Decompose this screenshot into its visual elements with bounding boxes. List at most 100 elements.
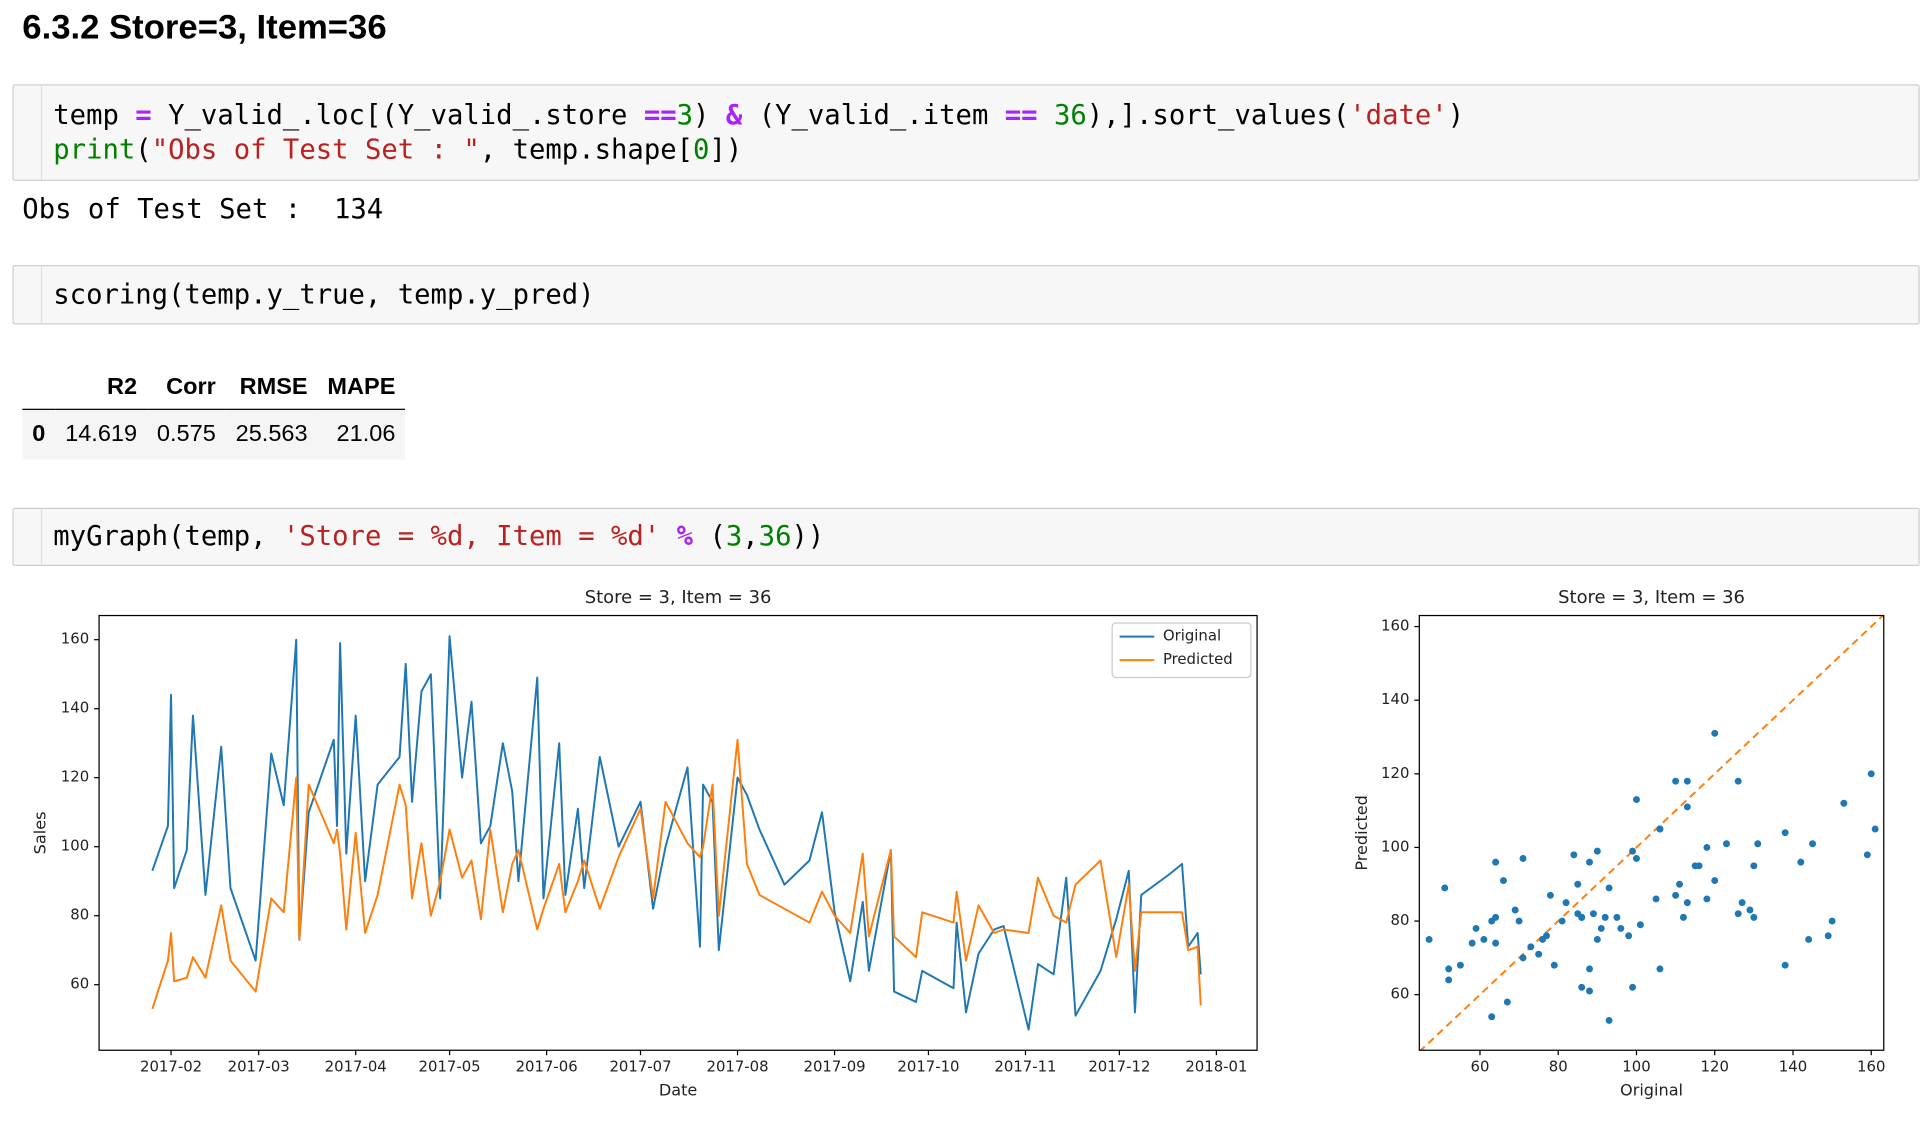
code: temp = Y_valid_.loc[(Y_valid_.store ==3)… [53, 99, 1464, 168]
token: ( [693, 521, 726, 553]
token: print [53, 134, 136, 166]
x-tick-label: 2017-10 [897, 1058, 959, 1076]
y-tick-label: 80 [1390, 911, 1409, 929]
scatter-point [1586, 965, 1593, 973]
line-series [151, 738, 1202, 1010]
scatter-point [1809, 840, 1817, 848]
reference-line [1419, 615, 1884, 1051]
scatter-point [1679, 913, 1687, 921]
cell: 0.575 [147, 409, 226, 460]
scatter-point [1656, 965, 1664, 973]
scatter-point [1519, 855, 1527, 862]
scatter-point [1445, 976, 1453, 984]
x-tick-label: 2017-02 [140, 1058, 202, 1076]
scatter-point [1805, 935, 1813, 943]
token: 'date' [1349, 100, 1448, 132]
scatter-point [1574, 880, 1582, 888]
code: myGraph(temp, 'Store = %d, Item = %d' % … [53, 520, 824, 555]
scatter-point [1781, 961, 1789, 969]
scatter-point [1578, 913, 1586, 921]
cell: 21.06 [317, 409, 406, 460]
row-index: 0 [22, 409, 56, 460]
token: 3 [725, 521, 743, 553]
scatter-point [1867, 770, 1875, 778]
x-tick-label: 60 [1471, 1058, 1490, 1076]
x-tick-label: 2017-08 [706, 1058, 768, 1076]
scatter-point [1586, 987, 1593, 995]
token: ( [135, 134, 152, 166]
scatter-point [1527, 943, 1535, 951]
scatter-point [1871, 825, 1879, 833]
x-tick-label: 160 [1857, 1058, 1885, 1076]
scatter-point [1750, 862, 1758, 870]
scatter-point [1535, 950, 1543, 958]
token: temp [53, 100, 136, 132]
scatter-point [1480, 935, 1488, 943]
y-tick-label: 100 [61, 837, 89, 855]
token: & [725, 100, 743, 132]
scatter-point [1605, 1016, 1613, 1024]
x-tick-label: 2017-12 [1088, 1058, 1150, 1076]
scatter-point [1683, 777, 1691, 785]
x-tick-label: 2017-09 [804, 1058, 866, 1076]
scatter-point [1824, 932, 1832, 940]
token: , temp.shape[ [479, 134, 694, 166]
scatter-point [1672, 891, 1680, 899]
scatter-point [1488, 1013, 1496, 1021]
y-tick-label: 80 [70, 906, 89, 924]
y-axis-label: Sales [30, 811, 49, 854]
x-tick-label: 120 [1701, 1058, 1729, 1076]
token: % [676, 521, 694, 553]
plot-frame [98, 614, 1258, 1051]
token: 36 [758, 521, 792, 553]
legend-label: Predicted [1163, 650, 1233, 668]
scatter-point [1562, 899, 1570, 907]
scatter-point [1738, 899, 1746, 907]
y-tick-label: 140 [61, 699, 89, 717]
column-header: R2 [55, 366, 148, 410]
scatter-point [1503, 998, 1511, 1006]
scatter-point [1629, 847, 1637, 855]
scatter-point [1734, 910, 1742, 918]
y-tick-label: 120 [1381, 764, 1409, 782]
x-axis-label: Date [659, 1081, 698, 1100]
scatter-point [1625, 932, 1633, 940]
scatter-point [1828, 917, 1836, 925]
y-tick-label: 60 [1390, 985, 1409, 1003]
scatter-point [1636, 921, 1644, 929]
scatter-point [1570, 851, 1578, 859]
token: ) [693, 100, 726, 132]
token: 'Store = %d, Item = %d' [282, 521, 661, 553]
token: 3 [676, 100, 694, 132]
y-tick-label: 100 [1381, 837, 1409, 855]
code-cell[interactable]: myGraph(temp, 'Store = %d, Item = %d' % … [12, 507, 1920, 566]
column-header: RMSE [225, 366, 318, 410]
scatter-point [1676, 880, 1683, 888]
column-header: MAPE [317, 366, 406, 410]
scatter-point [1711, 877, 1719, 885]
column-header: Corr [147, 366, 226, 410]
code-cell[interactable]: scoring(temp.y_true, temp.y_pred) [12, 265, 1920, 325]
plot-frame [1418, 614, 1885, 1051]
token: "Obs of Test Set : " [151, 134, 480, 166]
x-tick-label: 2017-04 [325, 1058, 387, 1076]
scatter-point [1499, 877, 1507, 885]
token: myGraph(temp, [53, 521, 283, 553]
scatter-point [1672, 777, 1680, 785]
x-tick-label: 2017-11 [994, 1058, 1056, 1076]
x-tick-label: 2017-07 [609, 1058, 671, 1076]
scatter-point [1754, 840, 1762, 848]
x-tick-label: 100 [1622, 1058, 1650, 1076]
scatter-point [1781, 829, 1789, 837]
x-tick-label: 2017-05 [419, 1058, 481, 1076]
scatter-point [1633, 796, 1640, 804]
scatter-point [1683, 803, 1691, 811]
scatter-point [1734, 777, 1742, 785]
code-cell[interactable]: temp = Y_valid_.loc[(Y_valid_.store ==3)… [12, 84, 1920, 181]
token: , [742, 521, 759, 553]
token: 36 [1053, 100, 1087, 132]
header-row: R2 Corr RMSE MAPE [22, 366, 406, 410]
